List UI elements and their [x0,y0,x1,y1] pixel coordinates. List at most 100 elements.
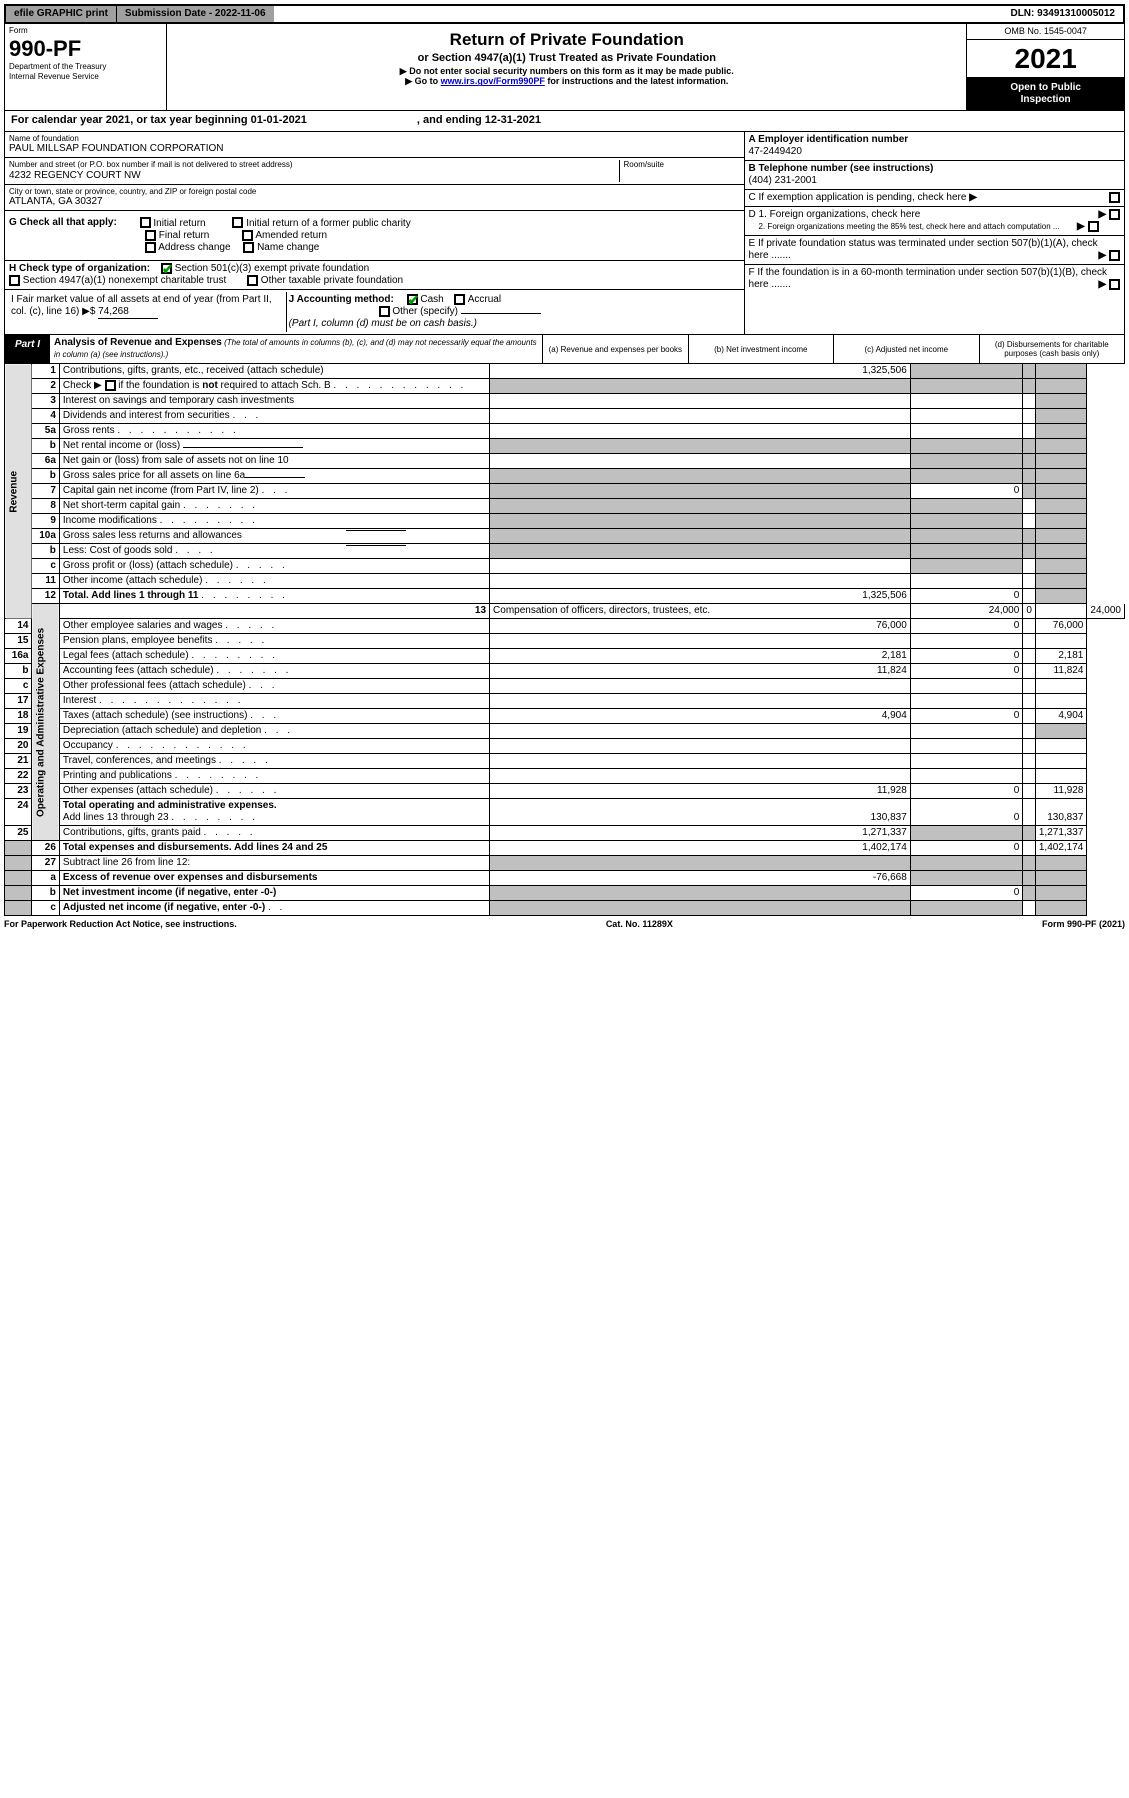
table-row: 2Check ▶ if the foundation is not requir… [5,379,1125,394]
c-label: C If exemption application is pending, c… [749,192,967,203]
part1-header: Part I Analysis of Revenue and Expenses … [4,335,1125,364]
table-row: 7Capital gain net income (from Part IV, … [5,484,1125,499]
j-label: J Accounting method: [289,294,394,305]
f-checkbox[interactable] [1109,279,1120,290]
table-row: cAdjusted net income (if negative, enter… [5,901,1125,916]
paperwork-notice: For Paperwork Reduction Act Notice, see … [4,919,237,930]
table-row: 8Net short-term capital gain . . . . . .… [5,499,1125,514]
address-change-checkbox[interactable] [145,242,156,253]
room-label: Room/suite [624,160,740,170]
table-row: 4Dividends and interest from securities … [5,409,1125,424]
table-row: 16aLegal fees (attach schedule) . . . . … [5,649,1125,664]
table-row: aExcess of revenue over expenses and dis… [5,871,1125,886]
tax-year: 2021 [967,40,1124,79]
form-instr2: ▶ Go to www.irs.gov/Form990PF for instru… [171,76,962,87]
fmv-value: 74,268 [98,306,158,319]
table-row: 15Pension plans, employee benefits . . .… [5,634,1125,649]
initial-former-checkbox[interactable] [232,217,243,228]
col-a-header: (a) Revenue and expenses per books [542,335,687,363]
501c3-checkbox[interactable] [161,263,172,274]
cash-checkbox[interactable] [407,294,418,305]
irs-label: Internal Revenue Service [9,72,162,82]
street-address: 4232 REGENCY COURT NW [9,170,615,182]
other-taxable-checkbox[interactable] [247,275,258,286]
table-row: 25Contributions, gifts, grants paid . . … [5,826,1125,841]
table-row: 9Income modifications . . . . . . . . . [5,514,1125,529]
table-row: 24Total operating and administrative exp… [5,799,1125,826]
d1-checkbox[interactable] [1109,209,1120,220]
col-b-header: (b) Net investment income [688,335,833,363]
part1-table: Revenue 1Contributions, gifts, grants, e… [4,364,1125,916]
entity-info: Name of foundation PAUL MILLSAP FOUNDATI… [4,132,1125,336]
form-link[interactable]: www.irs.gov/Form990PF [441,76,545,86]
amended-return-checkbox[interactable] [242,230,253,241]
table-row: bLess: Cost of goods sold . . . . [5,544,1125,559]
schb-checkbox[interactable] [105,380,116,391]
final-return-checkbox[interactable] [145,230,156,241]
table-row: bNet rental income or (loss) [5,439,1125,454]
initial-return-checkbox[interactable] [140,217,151,228]
a-label: A Employer identification number [749,134,909,145]
dept-label: Department of the Treasury [9,62,162,72]
c-checkbox[interactable] [1109,192,1120,203]
table-row: 18Taxes (attach schedule) (see instructi… [5,709,1125,724]
table-row: bAccounting fees (attach schedule) . . .… [5,664,1125,679]
b-label: B Telephone number (see instructions) [749,163,934,174]
part1-title: Analysis of Revenue and Expenses [54,337,222,348]
4947-checkbox[interactable] [9,275,20,286]
form-title: Return of Private Foundation [171,30,962,50]
table-row: Revenue 1Contributions, gifts, grants, e… [5,364,1125,379]
table-row: cGross profit or (loss) (attach schedule… [5,559,1125,574]
phone-value: (404) 231-2001 [749,175,817,186]
accrual-checkbox[interactable] [454,294,465,305]
j-note: (Part I, column (d) must be on cash basi… [289,318,477,329]
table-row: 17Interest . . . . . . . . . . . . . [5,694,1125,709]
cat-no: Cat. No. 11289X [606,919,673,930]
inspection1: Open to Public [969,82,1122,94]
form-number: 990-PF [9,36,162,62]
revenue-section-label: Revenue [5,364,32,619]
d2-label: 2. Foreign organizations meeting the 85%… [749,222,1060,232]
dln: DLN: 93491310005012 [1002,6,1123,22]
table-row: 6aNet gain or (loss) from sale of assets… [5,454,1125,469]
table-row: bNet investment income (if negative, ent… [5,886,1125,901]
other-method-checkbox[interactable] [379,306,390,317]
inspection2: Inspection [969,94,1122,106]
submission-date: Submission Date - 2022-11-06 [117,6,274,22]
efile-print-button[interactable]: efile GRAPHIC print [6,6,117,22]
omb-number: OMB No. 1545-0047 [967,24,1124,40]
foundation-name: PAUL MILLSAP FOUNDATION CORPORATION [9,143,740,155]
part1-label: Part I [5,335,50,363]
table-row: 23Other expenses (attach schedule) . . .… [5,784,1125,799]
g-label: G Check all that apply: [9,218,117,229]
form-instr1: ▶ Do not enter social security numbers o… [171,66,962,77]
table-row: 12Total. Add lines 1 through 11 . . . . … [5,589,1125,604]
table-row: 5aGross rents . . . . . . . . . . . [5,424,1125,439]
calendar-year-row: For calendar year 2021, or tax year begi… [4,111,1125,131]
table-row: 22Printing and publications . . . . . . … [5,769,1125,784]
expenses-section-label: Operating and Administrative Expenses [32,604,59,841]
col-c-header: (c) Adjusted net income [833,335,978,363]
form-ref: Form 990-PF (2021) [1042,919,1125,930]
form-header: Form 990-PF Department of the Treasury I… [4,24,1125,111]
table-row: 26Total expenses and disbursements. Add … [5,841,1125,856]
d2-checkbox[interactable] [1088,221,1099,232]
page-footer: For Paperwork Reduction Act Notice, see … [4,916,1125,933]
table-row: cOther professional fees (attach schedul… [5,679,1125,694]
name-change-checkbox[interactable] [243,242,254,253]
addr-label: Number and street (or P.O. box number if… [9,160,615,170]
table-row: Operating and Administrative Expenses 13… [5,604,1125,619]
table-row: 10aGross sales less returns and allowanc… [5,529,1125,544]
table-row: 3Interest on savings and temporary cash … [5,394,1125,409]
f-label: F If the foundation is in a 60-month ter… [749,267,1108,290]
h-label: H Check type of organization: [9,263,150,274]
ein-value: 47-2449420 [749,146,802,157]
city-label: City or town, state or province, country… [9,187,740,197]
table-row: 21Travel, conferences, and meetings . . … [5,754,1125,769]
name-label: Name of foundation [9,134,740,144]
top-bar: efile GRAPHIC print Submission Date - 20… [4,4,1125,24]
city-state-zip: ATLANTA, GA 30327 [9,196,740,208]
e-checkbox[interactable] [1109,250,1120,261]
table-row: 11Other income (attach schedule) . . . .… [5,574,1125,589]
col-d-header: (d) Disbursements for charitable purpose… [979,335,1124,363]
